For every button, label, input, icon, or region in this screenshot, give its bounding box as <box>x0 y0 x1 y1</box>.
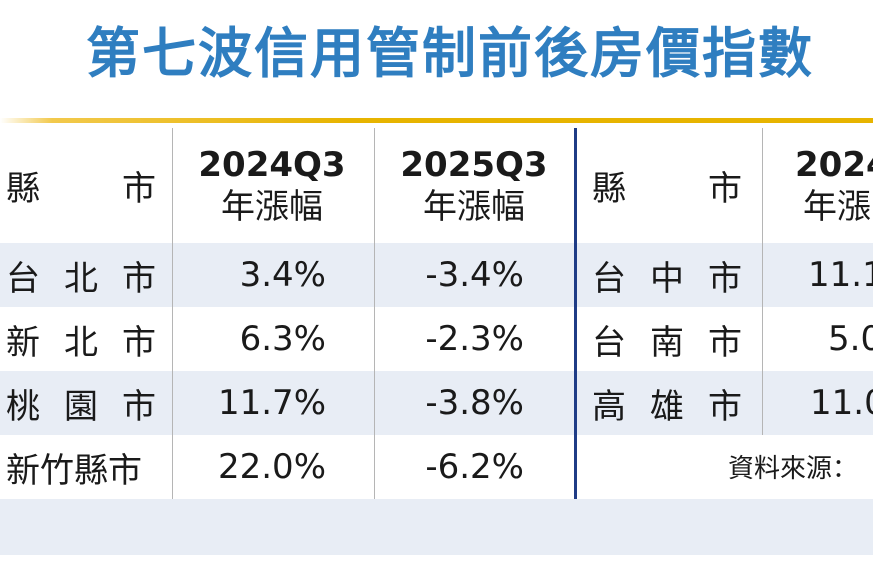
county-char: 桃 <box>6 386 40 427</box>
table-header: 縣 市 2024Q3 年漲幅 2025Q3 年漲幅 縣 市 2024 年漲 <box>0 128 873 243</box>
county-char: 市 <box>122 258 156 299</box>
value-2025q3: -2.3% <box>425 319 524 359</box>
county-name-right: 台 中 市 <box>592 243 742 307</box>
header-2024q3-period: 2024Q3 <box>198 144 346 185</box>
county-char: 高 <box>592 386 626 427</box>
value-2024q3: 3.4% <box>239 255 326 295</box>
value-2024q3: 11.7% <box>217 383 326 423</box>
table-footer <box>0 499 873 555</box>
value-2025q3: -3.4% <box>425 255 524 295</box>
header-2025q3-period: 2025Q3 <box>400 144 548 185</box>
header-2025q3-label: 年漲幅 <box>423 186 525 227</box>
page-title: 第七波信用管制前後房價指數 <box>86 22 814 85</box>
header-2024-right-label: 年漲 <box>803 186 871 227</box>
county-name-right: 台 南 市 <box>592 307 742 371</box>
county-name: 桃 園 市 <box>6 371 156 435</box>
county-char: 市 <box>122 322 156 363</box>
county-char: 台 <box>592 322 626 363</box>
source-note: 資料來源： <box>728 454 859 484</box>
value-2024-right: 5.0 <box>828 319 873 359</box>
value-2024-right: 11.0 <box>810 383 873 423</box>
title-underline <box>0 118 873 123</box>
county-char: 中 <box>650 258 684 299</box>
column-divider <box>762 128 763 435</box>
county-name: 新竹縣市 <box>6 450 142 491</box>
county-char: 市 <box>708 258 742 299</box>
header-2024q3-label: 年漲幅 <box>221 186 323 227</box>
column-divider <box>374 128 375 499</box>
county-name: 新 北 市 <box>6 307 156 371</box>
header-county-char: 市 <box>708 169 742 209</box>
county-char: 市 <box>122 386 156 427</box>
county-char: 雄 <box>650 386 684 427</box>
county-char: 市 <box>708 322 742 363</box>
header-county-char: 縣 <box>6 169 40 209</box>
county-char: 新 <box>6 322 40 363</box>
value-2025q3: -6.2% <box>425 447 524 487</box>
column-divider <box>172 128 173 499</box>
county-name-right: 高 雄 市 <box>592 371 742 435</box>
header-2024q3: 2024Q3 年漲幅 <box>172 128 372 243</box>
header-2024-right-period: 2024 <box>795 144 873 185</box>
county-char: 園 <box>64 386 98 427</box>
county-char: 北 <box>64 258 98 299</box>
header-2024-right: 2024 年漲 <box>795 128 873 243</box>
value-2025q3: -3.8% <box>425 383 524 423</box>
table-row: 台 北 市 3.4% -3.4% 台 中 市 11.1 <box>0 243 873 307</box>
header-2025q3: 2025Q3 年漲幅 <box>374 128 574 243</box>
county-char: 市 <box>708 386 742 427</box>
county-name: 台 北 市 <box>6 243 156 307</box>
section-divider <box>574 128 577 499</box>
header-county-char: 縣 <box>592 169 626 209</box>
value-2024-right: 11.1 <box>808 255 873 295</box>
value-2024q3: 22.0% <box>217 447 326 487</box>
table-row: 桃 園 市 11.7% -3.8% 高 雄 市 11.0 <box>0 371 873 435</box>
county-char: 南 <box>650 322 684 363</box>
county-char: 北 <box>64 322 98 363</box>
header-county-right: 縣 市 <box>592 128 742 243</box>
header-county-char: 市 <box>122 169 156 209</box>
table-row: 新 北 市 6.3% -2.3% 台 南 市 5.0 <box>0 307 873 371</box>
county-char: 台 <box>592 258 626 299</box>
value-2024q3: 6.3% <box>239 319 326 359</box>
table-row: 新竹縣市 22.0% -6.2% <box>0 435 873 499</box>
county-char: 台 <box>6 258 40 299</box>
header-county-left: 縣 市 <box>6 128 156 243</box>
